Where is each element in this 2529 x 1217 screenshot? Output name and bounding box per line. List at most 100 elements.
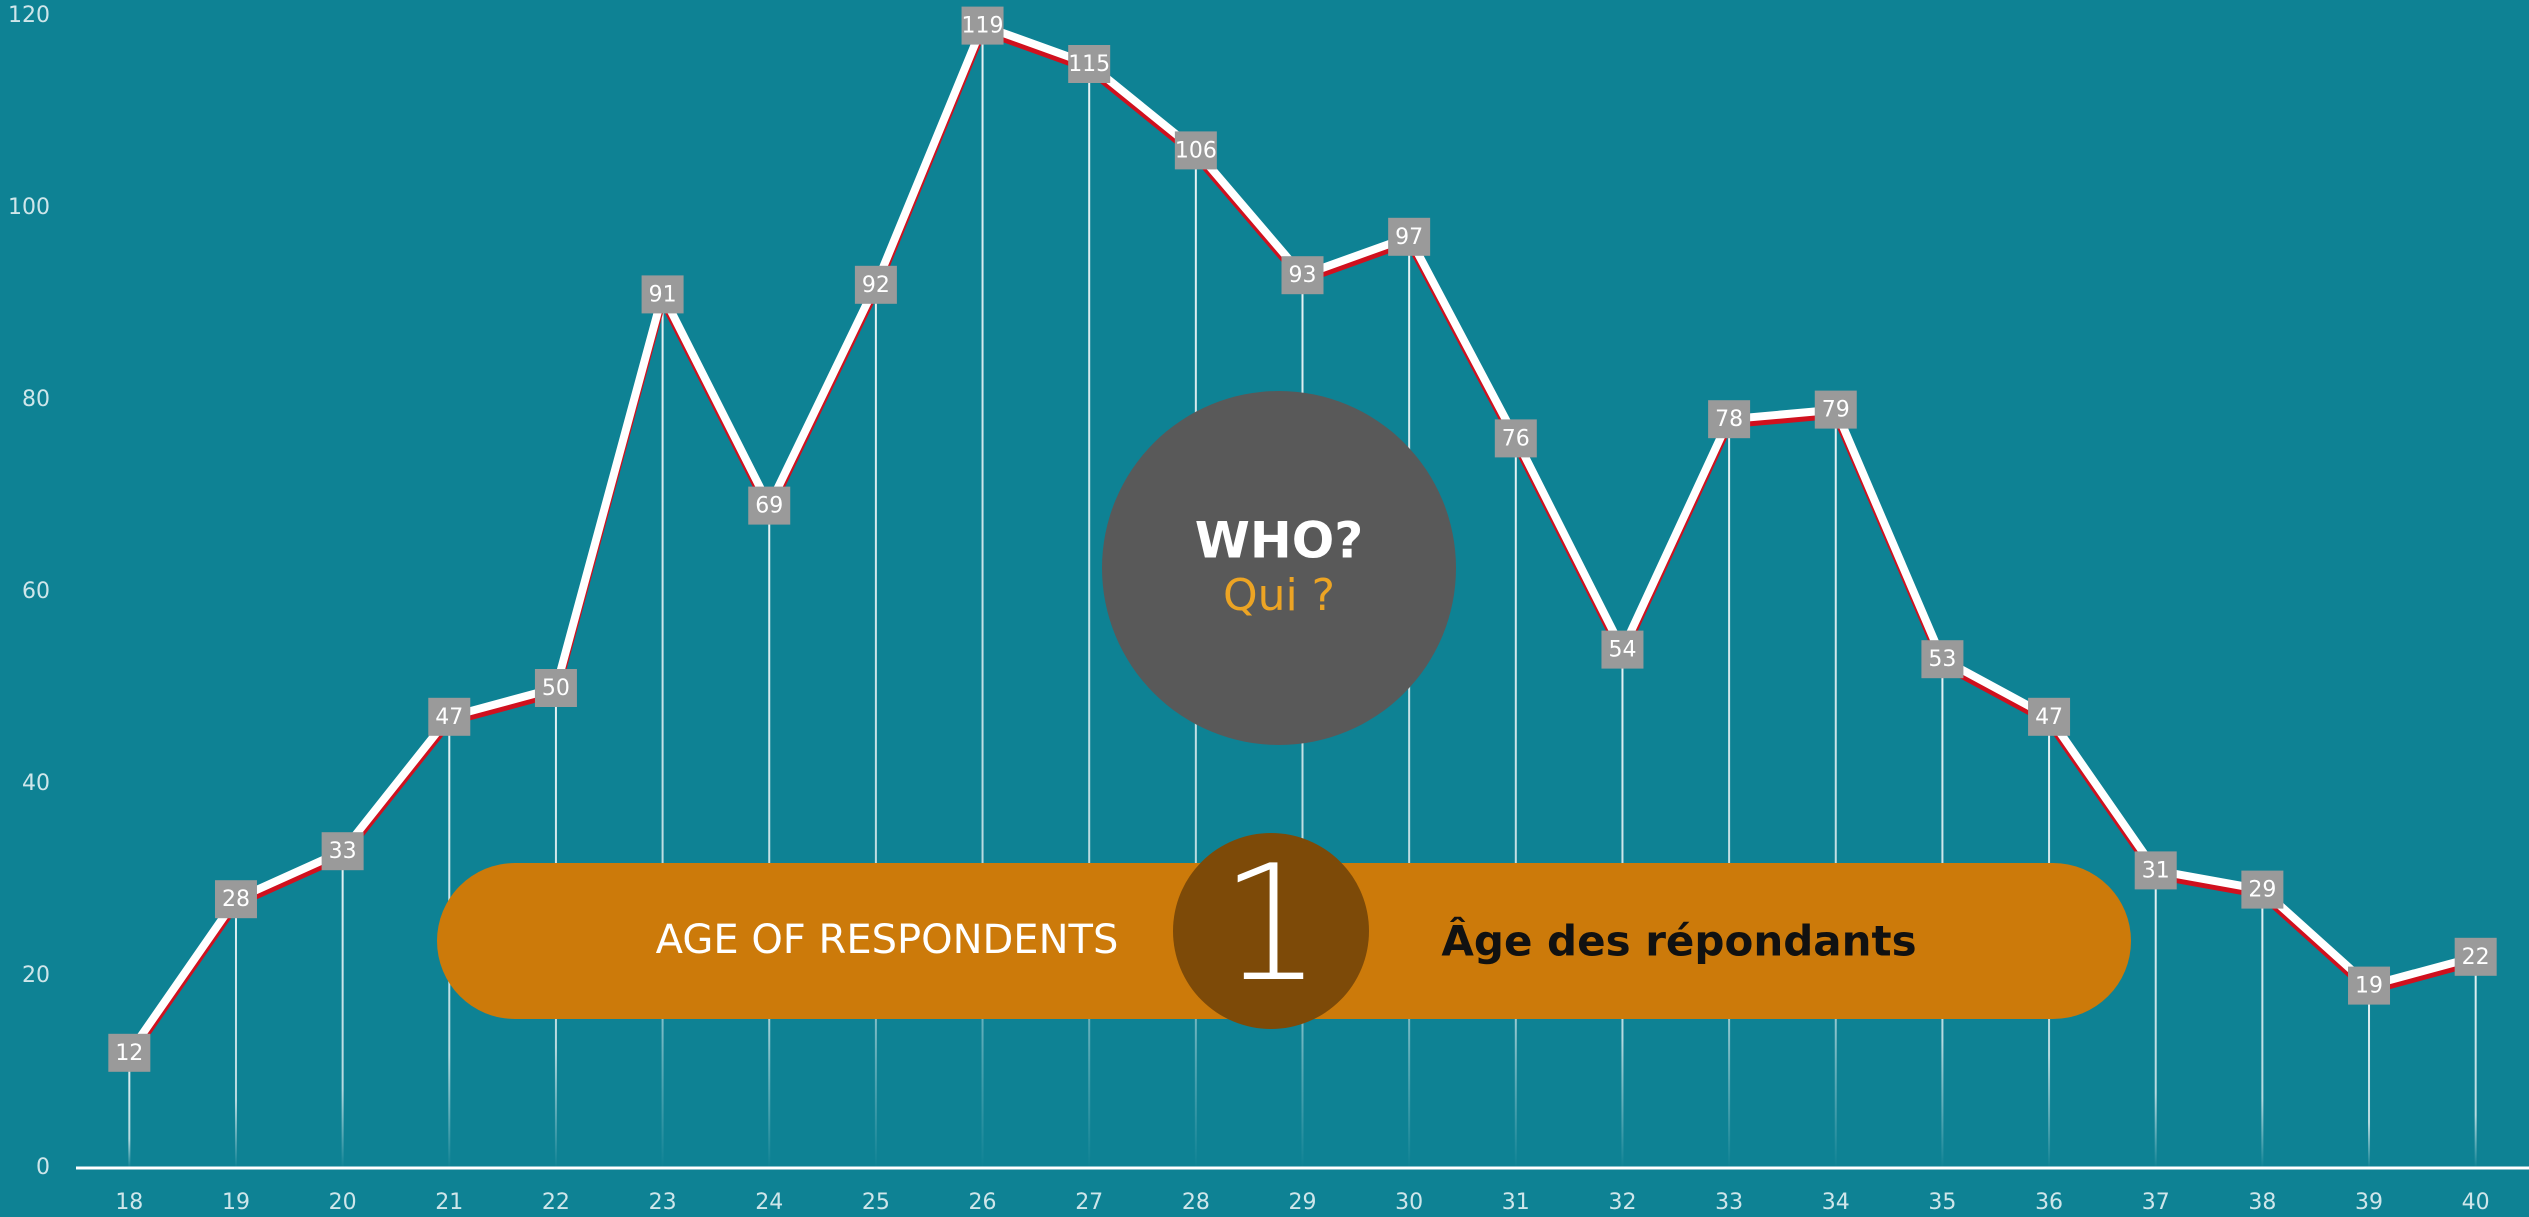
y-tick-label: 0	[36, 1155, 50, 1180]
y-tick-label: 80	[22, 387, 50, 412]
section-banner: WHO? Qui ? 1 AGE OF RESPONDENTS Âge des …	[437, 391, 2131, 1029]
y-tick-label: 120	[8, 3, 50, 28]
drop-line	[1408, 236, 1411, 1169]
data-label: 31	[2142, 858, 2170, 883]
section-title: AGE OF RESPONDENTS	[656, 917, 1119, 963]
x-tick-label: 26	[969, 1190, 997, 1215]
y-tick-label: 100	[8, 195, 50, 220]
x-tick-label: 38	[2248, 1190, 2276, 1215]
data-label-box	[1388, 217, 1431, 256]
drop-line	[128, 1052, 131, 1168]
data-label-box	[1068, 45, 1111, 83]
drop-line	[2368, 985, 2371, 1168]
x-tick-label: 35	[1928, 1190, 1956, 1215]
data-label-box	[2241, 870, 2284, 909]
question-circle	[1102, 391, 1456, 745]
x-tick-label: 28	[1182, 1190, 1210, 1215]
drop-line	[1088, 64, 1091, 1168]
x-tick-label: 39	[2355, 1190, 2383, 1215]
data-label-box	[1174, 131, 1217, 170]
data-label-box	[748, 486, 791, 525]
question: WHO?	[1195, 512, 1364, 570]
data-label: 78	[1715, 407, 1743, 432]
drop-line	[661, 294, 664, 1168]
drop-line	[981, 25, 984, 1169]
data-label-box	[2454, 937, 2497, 976]
drop-line	[1728, 419, 1731, 1168]
x-tick-label: 19	[222, 1190, 250, 1215]
data-label-box	[2028, 697, 2071, 736]
data-label: 119	[962, 14, 1004, 39]
data-label: 47	[2035, 705, 2063, 730]
data-label-box	[321, 832, 364, 871]
data-label-box	[214, 880, 257, 919]
data-label-box	[1708, 400, 1751, 439]
drop-line	[874, 284, 877, 1168]
section-number: 1	[1220, 830, 1322, 1017]
x-tick-label: 23	[649, 1190, 677, 1215]
data-label-box	[1814, 390, 1857, 429]
drop-line	[2261, 889, 2264, 1168]
data-label: 53	[1928, 647, 1956, 672]
data-label-box	[1601, 630, 1644, 669]
x-tick-label: 27	[1075, 1190, 1103, 1215]
data-label: 97	[1395, 225, 1423, 250]
data-label: 106	[1175, 138, 1217, 163]
data-label-box	[428, 697, 471, 736]
drop-line	[768, 505, 771, 1169]
drop-line	[1514, 438, 1517, 1168]
data-label: 76	[1502, 426, 1530, 451]
y-tick-label: 40	[22, 771, 50, 796]
data-label: 54	[1608, 638, 1636, 663]
data-label: 29	[2248, 878, 2276, 903]
x-tick-label: 36	[2035, 1190, 2063, 1215]
x-tick-label: 29	[1289, 1190, 1317, 1215]
drop-line	[1834, 409, 1837, 1169]
question-fr: Qui ?	[1223, 570, 1335, 621]
data-label-box	[2348, 966, 2391, 1005]
x-tick-label: 37	[2142, 1190, 2170, 1215]
x-tick-label: 34	[1822, 1190, 1850, 1215]
y-tick-label: 60	[22, 579, 50, 604]
x-tick-label: 31	[1502, 1190, 1530, 1215]
data-label-box	[108, 1033, 151, 1072]
y-tick-label: 20	[22, 963, 50, 988]
data-label-box	[961, 6, 1004, 45]
data-label: 69	[755, 494, 783, 519]
x-tick-label: 25	[862, 1190, 890, 1215]
x-tick-label: 22	[542, 1190, 570, 1215]
data-label-box	[1921, 640, 1964, 679]
x-tick-label: 20	[329, 1190, 357, 1215]
data-label: 92	[862, 273, 890, 298]
data-label: 47	[435, 705, 463, 730]
data-label-box	[2134, 851, 2177, 890]
number-circle	[1173, 833, 1369, 1029]
data-label-box	[1281, 256, 1324, 295]
x-tick-label: 32	[1608, 1190, 1636, 1215]
data-label: 28	[222, 887, 250, 912]
x-tick-label: 24	[755, 1190, 783, 1215]
drop-line	[2154, 870, 2157, 1168]
x-tick-label: 30	[1395, 1190, 1423, 1215]
data-label: 91	[649, 282, 677, 307]
drop-line	[341, 851, 344, 1168]
x-tick-label: 21	[435, 1190, 463, 1215]
drop-line	[234, 899, 237, 1168]
data-label: 50	[542, 676, 570, 701]
data-label: 79	[1822, 398, 1850, 423]
section-title-fr: Âge des répondants	[1441, 916, 1916, 966]
data-label-box	[641, 275, 684, 314]
data-label: 19	[2355, 974, 2383, 999]
data-label-box	[1494, 419, 1537, 458]
x-tick-label: 40	[2462, 1190, 2490, 1215]
data-label: 115	[1068, 52, 1110, 77]
data-label-box	[534, 669, 577, 707]
data-label-box	[854, 265, 897, 304]
data-label: 33	[329, 839, 357, 864]
data-label: 12	[115, 1041, 143, 1066]
data-label: 93	[1289, 263, 1317, 288]
x-tick-label: 33	[1715, 1190, 1743, 1215]
